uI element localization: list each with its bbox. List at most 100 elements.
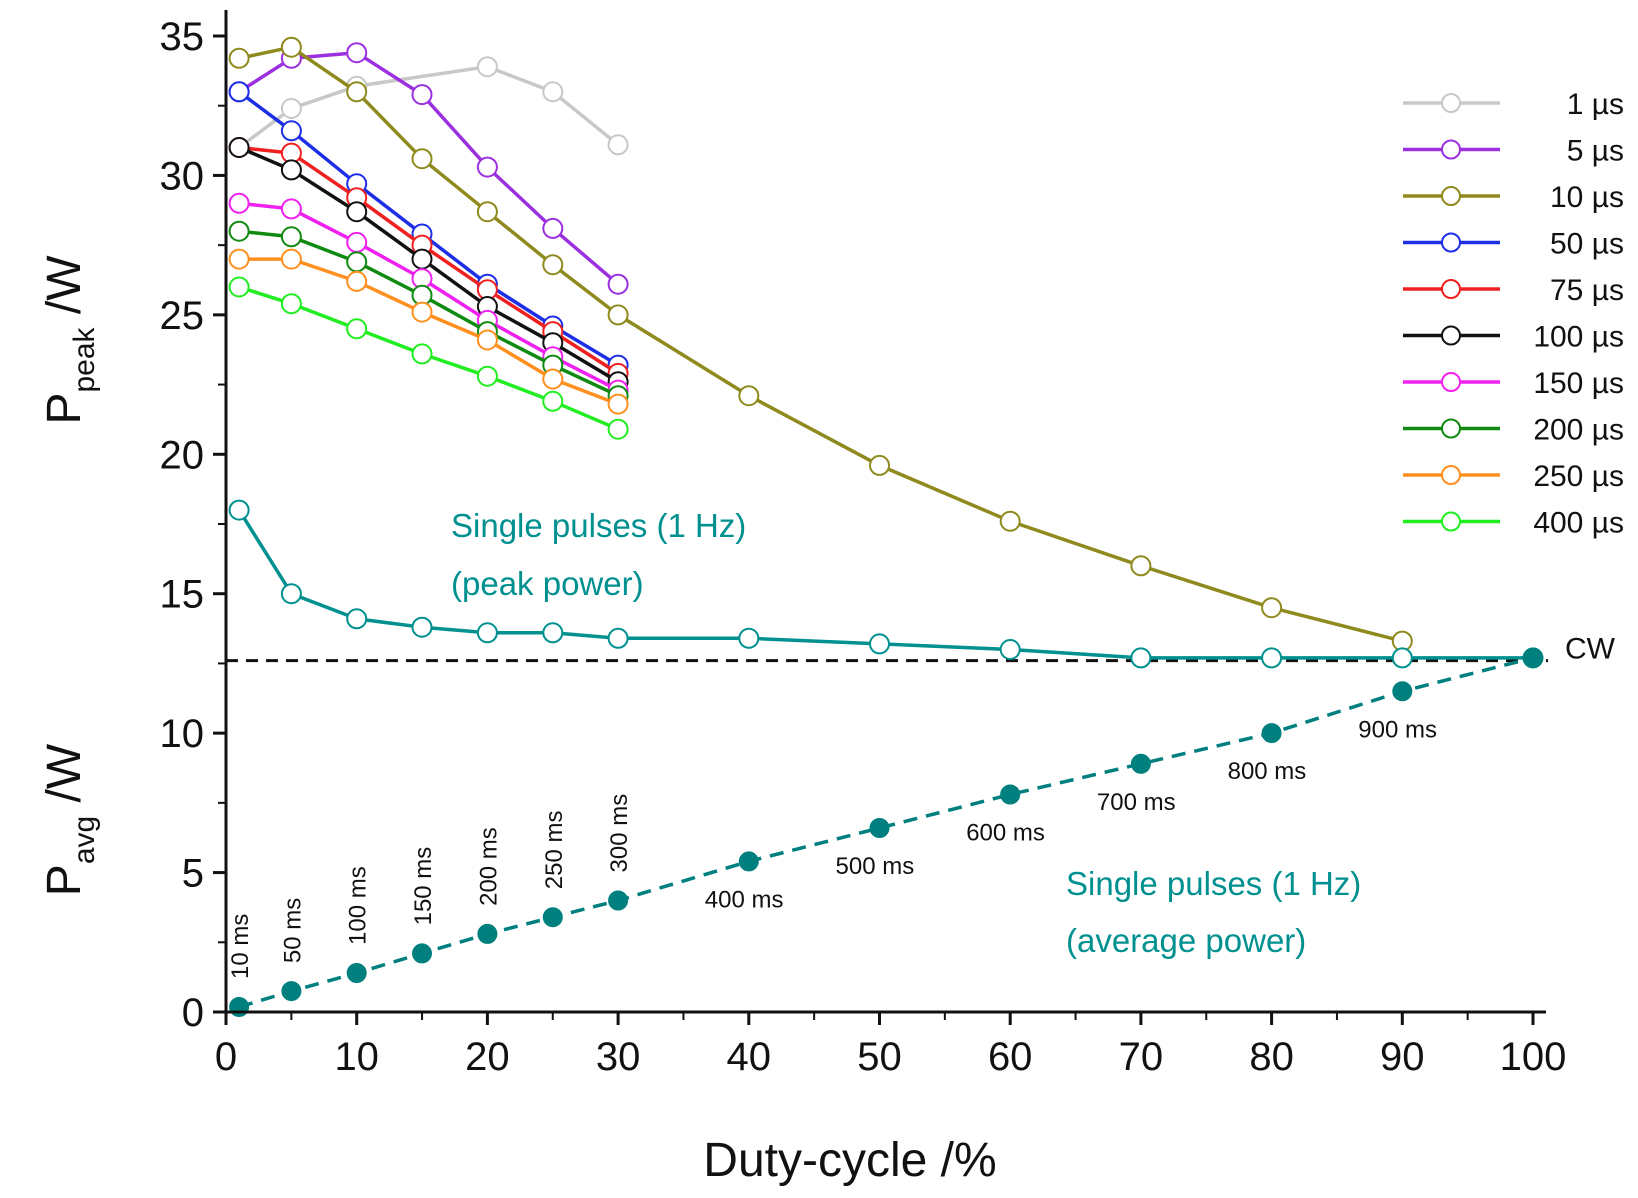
series-line <box>238 656 1534 1009</box>
y-axis-title-avg: Pavg /W <box>38 743 101 896</box>
series-line <box>238 45 1403 643</box>
data-point <box>476 201 498 223</box>
data-point <box>346 608 368 630</box>
x-tick-label: 30 <box>596 1035 641 1079</box>
legend-swatch-marker <box>1441 372 1461 392</box>
series-10-us <box>228 36 1413 652</box>
data-point <box>280 120 302 142</box>
data-point <box>412 943 432 964</box>
legend-item-10-us: 10 µs <box>1403 181 1624 214</box>
annotation-avg-line1: Single pulses (1 Hz) <box>1066 865 1361 902</box>
data-point <box>869 633 890 655</box>
data-point <box>411 148 433 170</box>
data-point <box>280 198 302 220</box>
legend-item-200-us: 200 µs <box>1403 414 1624 447</box>
y-axis-title-peak: Ppeak /W <box>38 255 101 425</box>
data-point <box>542 81 564 103</box>
legend-label: 5 µs <box>1567 135 1624 168</box>
data-point <box>607 418 629 440</box>
pulse-length-label: 10 ms <box>227 914 254 979</box>
pulse-length-label: 150 ms <box>410 847 437 926</box>
legend-label: 100 µs <box>1533 321 1624 354</box>
legend-swatch-marker <box>1441 279 1461 299</box>
data-point <box>476 156 498 178</box>
data-point <box>476 622 498 644</box>
data-point <box>228 499 250 521</box>
data-point <box>280 226 302 248</box>
series-1-us <box>228 56 629 158</box>
plot-area: CW 10 ms 50 ms 100 ms 150 ms 200 ms 250 ms 300 … <box>226 36 1616 1017</box>
y-axis-title-peak-main: P <box>38 393 91 425</box>
data-point <box>1261 597 1283 619</box>
data-point <box>542 217 564 239</box>
data-point <box>228 220 250 242</box>
data-point <box>999 510 1021 532</box>
data-point <box>280 293 302 315</box>
data-point <box>411 301 433 323</box>
axes: 0 10 20 30 40 50 60 70 80 90 100 0 5 10 15 20 25 30 35 <box>160 10 1567 1079</box>
x-tick-label: 90 <box>1380 1035 1425 1079</box>
pulse-length-label: 600 ms <box>966 819 1045 846</box>
y-tick-label: 10 <box>160 712 205 756</box>
data-point <box>346 81 368 103</box>
data-point <box>1130 555 1152 577</box>
x-tick-label: 80 <box>1249 1035 1294 1079</box>
data-point <box>411 248 433 270</box>
y-tick-label: 15 <box>160 573 205 617</box>
pulse-length-label: 300 ms <box>606 794 633 873</box>
data-point <box>477 923 498 944</box>
data-point <box>738 851 759 872</box>
data-point <box>476 56 498 78</box>
legend-swatch-marker <box>1441 465 1461 485</box>
data-point <box>1261 647 1283 669</box>
data-point <box>280 583 302 605</box>
legend-swatch-marker <box>1441 511 1461 532</box>
legend-swatch-marker <box>1441 93 1461 113</box>
data-point <box>228 81 250 103</box>
pulse-length-label: 50 ms <box>279 898 306 963</box>
legend-swatch-marker <box>1441 232 1461 253</box>
data-point <box>1391 647 1413 669</box>
series-400-us <box>228 276 629 440</box>
legend-item-1-us: 1 µs <box>1403 88 1624 121</box>
data-point <box>1392 681 1413 702</box>
legend-item-400-us: 400 µs <box>1403 507 1624 540</box>
data-point <box>280 36 302 58</box>
data-point <box>411 616 433 638</box>
axis-titles: Duty-cycle /% Ppeak /W Pavg /W <box>38 255 997 1187</box>
legend-label: 75 µs <box>1550 274 1624 307</box>
x-axis-title: Duty-cycle /% <box>703 1134 996 1187</box>
pulse-length-label: 700 ms <box>1097 789 1176 816</box>
legend-label: 50 µs <box>1550 228 1624 261</box>
x-tick-label: 0 <box>215 1035 237 1079</box>
data-point <box>411 343 433 365</box>
legend-item-150-us: 150 µs <box>1403 367 1624 400</box>
legend-label: 1 µs <box>1567 88 1624 121</box>
legend-label: 400 µs <box>1533 507 1624 540</box>
annotation-peak-line1: Single pulses (1 Hz) <box>451 507 746 544</box>
x-tick-label: 40 <box>727 1035 772 1079</box>
data-point <box>542 622 564 644</box>
pulse-length-label: 800 ms <box>1228 758 1307 785</box>
y-tick-label: 25 <box>160 294 205 338</box>
data-point <box>608 890 629 911</box>
series-250-us <box>228 248 629 415</box>
data-point <box>346 963 367 983</box>
x-tick-label: 70 <box>1119 1035 1164 1079</box>
cw-label: CW <box>1565 633 1616 666</box>
data-point <box>280 159 302 181</box>
legend-item-50-us: 50 µs <box>1403 228 1624 261</box>
legend-swatch-marker <box>1441 325 1461 346</box>
series-line <box>238 64 620 149</box>
pulse-length-label: 900 ms <box>1358 716 1437 743</box>
legend-label: 10 µs <box>1550 181 1624 214</box>
annotation-peak-line2: (peak power) <box>451 565 644 602</box>
data-point <box>346 318 368 340</box>
data-point <box>281 981 302 1002</box>
x-tick-label: 100 <box>1500 1035 1567 1079</box>
y-tick-label: 0 <box>182 991 204 1035</box>
data-point <box>346 251 368 273</box>
series-line <box>237 509 1533 660</box>
data-point <box>1130 753 1151 774</box>
